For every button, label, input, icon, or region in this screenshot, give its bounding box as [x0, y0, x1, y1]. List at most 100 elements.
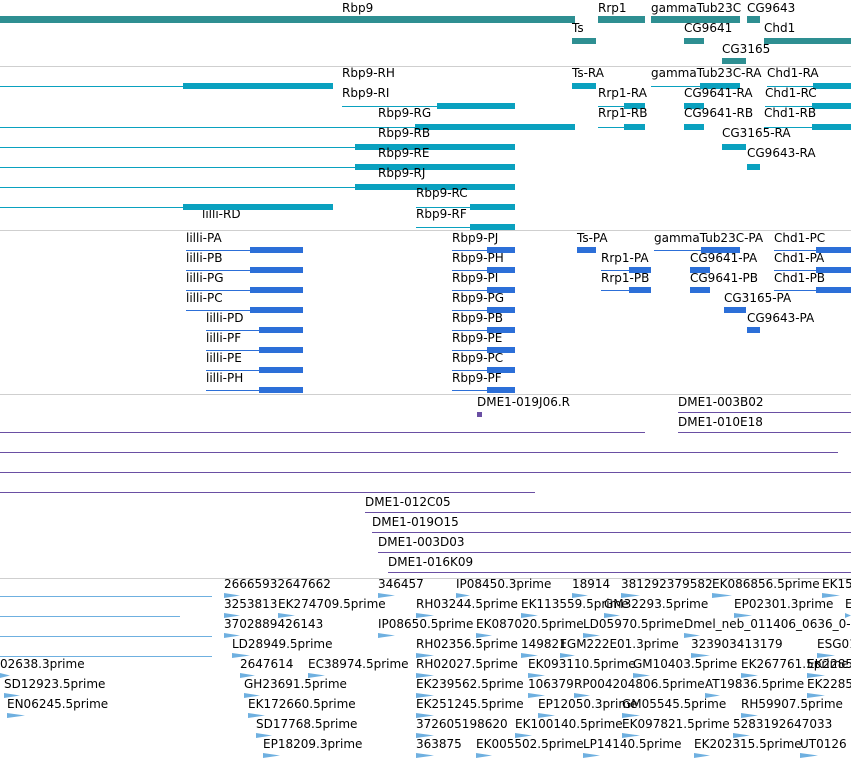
feature-label[interactable]: EK15 [822, 577, 851, 591]
feature-label[interactable]: lilli-PG [186, 271, 224, 285]
feature-label[interactable]: EK267761.5prime [741, 657, 849, 671]
feature-label[interactable]: EK202315.5prime [694, 737, 802, 751]
feature-label[interactable]: GM10403.5prime [633, 657, 738, 671]
feature-label[interactable]: 18914 [572, 577, 611, 591]
feature-label[interactable]: Rrp1-RB [598, 106, 648, 120]
feature-label[interactable]: lilli-RD [202, 207, 241, 221]
feature-label[interactable]: lilli-PA [186, 231, 222, 245]
feature-label[interactable]: 149821 [521, 637, 567, 651]
feature-label[interactable]: 3702889426143 [224, 617, 324, 631]
feature-label[interactable]: 372605198620 [416, 717, 508, 731]
feature-label[interactable]: Rbp9-RF [416, 207, 467, 221]
feature-label[interactable]: GM05545.5prime [622, 697, 727, 711]
feature-label[interactable]: Rbp9-PE [452, 331, 503, 345]
feature-label[interactable]: CG9641-RB [684, 106, 754, 120]
feature-label[interactable]: EK251245.5prime [416, 697, 524, 711]
feature-label[interactable]: RP004204806.5prime [574, 677, 705, 691]
feature-label[interactable]: 3253813 [224, 597, 278, 611]
feature-label[interactable]: CG9643-PA [747, 311, 815, 325]
feature-label[interactable]: E [845, 597, 851, 611]
feature-label[interactable]: Chd1-RC [765, 86, 817, 100]
feature-label[interactable]: EP12050.3prime [538, 697, 638, 711]
feature-label[interactable]: EK100140.5prime [515, 717, 623, 731]
feature-label[interactable]: LD28949.5prime [232, 637, 333, 651]
feature-label[interactable]: 346457 [378, 577, 424, 591]
feature-label[interactable]: 106379 [528, 677, 574, 691]
feature-label[interactable]: Chd1-RB [764, 106, 817, 120]
feature-label[interactable]: lilli-PB [186, 251, 223, 265]
feature-label[interactable]: RH03244.5prime [416, 597, 518, 611]
feature-label[interactable]: EK2285 [807, 657, 851, 671]
feature-label[interactable]: DME1-010E18 [678, 415, 763, 429]
feature-label[interactable]: Rbp9-PB [452, 311, 504, 325]
feature-label[interactable]: UT0126 [800, 737, 847, 751]
feature-label[interactable]: lilli-PC [186, 291, 223, 305]
feature-label[interactable]: EC38974.5prime [308, 657, 409, 671]
feature-label[interactable]: CG9641-PA [690, 251, 758, 265]
feature-label[interactable]: 381292379582 [621, 577, 713, 591]
feature-label[interactable]: Rbp9-PH [452, 251, 504, 265]
feature-label[interactable]: EK2285 [807, 677, 851, 691]
feature-label[interactable]: CG3165-RA [722, 126, 791, 140]
feature-label[interactable]: DME1-016K09 [388, 555, 474, 569]
feature-label[interactable]: Rbp9-PC [452, 351, 504, 365]
feature-label[interactable]: EK274709.5prime [278, 597, 386, 611]
feature-label[interactable]: Chd1-RA [767, 66, 819, 80]
feature-label[interactable]: SD12923.5prime [4, 677, 106, 691]
feature-label[interactable]: Chd1 [764, 21, 796, 35]
feature-label[interactable]: Ts-RA [572, 66, 604, 80]
feature-label[interactable]: Rbp9-PG [452, 291, 505, 305]
feature-label[interactable]: Rbp9-RC [416, 186, 468, 200]
feature-label[interactable]: EK113559.5prime [521, 597, 629, 611]
feature-label[interactable]: Rbp9-RG [378, 106, 432, 120]
feature-label[interactable]: gammaTub23C [651, 1, 742, 15]
feature-label[interactable]: lilli-PE [206, 351, 242, 365]
feature-label[interactable]: DME1-003B02 [678, 395, 764, 409]
feature-label[interactable]: Dmel_neb_011406_0636_0- [684, 617, 851, 631]
feature-label[interactable]: EK172660.5prime [248, 697, 356, 711]
feature-label[interactable]: CG9641 [684, 21, 733, 35]
feature-label[interactable]: Rbp9-PJ [452, 231, 499, 245]
feature-label[interactable]: CG9643-RA [747, 146, 816, 160]
feature-label[interactable]: EK093110.5prime [528, 657, 636, 671]
feature-label[interactable]: Rbp9 [342, 1, 374, 15]
feature-label[interactable]: GH23691.5prime [244, 677, 347, 691]
feature-label[interactable]: Rbp9-RB [378, 126, 431, 140]
feature-label[interactable]: DME1-019J06.R [477, 395, 571, 409]
feature-label[interactable]: CG3165-PA [724, 291, 792, 305]
feature-label[interactable]: EK087020.5prime [476, 617, 584, 631]
feature-label[interactable]: DME1-012C05 [365, 495, 451, 509]
feature-label[interactable]: Chd1-PA [774, 251, 825, 265]
feature-label[interactable]: lilli-PH [206, 371, 244, 385]
feature-label[interactable]: 323903413179 [691, 637, 783, 651]
feature-label[interactable]: IP08650.5prime [378, 617, 474, 631]
feature-label[interactable]: EK086856.5prime [712, 577, 820, 591]
feature-label[interactable]: EK005502.5prime [476, 737, 584, 751]
feature-label[interactable]: GM32293.5prime [604, 597, 709, 611]
feature-label[interactable]: Rrp1-PB [601, 271, 650, 285]
feature-label[interactable]: lilli-PF [206, 331, 242, 345]
feature-label[interactable]: Rbp9-RJ [378, 166, 426, 180]
feature-label[interactable]: lilli-PD [206, 311, 244, 325]
feature-label[interactable]: LP14140.5prime [583, 737, 682, 751]
feature-label[interactable]: Chd1-PB [774, 271, 826, 285]
feature-label[interactable]: CG9643 [747, 1, 796, 15]
feature-label[interactable]: LD05970.5prime [583, 617, 684, 631]
feature-label[interactable]: Rbp9-PI [452, 271, 499, 285]
feature-label[interactable]: Rbp9-RE [378, 146, 430, 160]
feature-label[interactable]: EP18209.3prime [263, 737, 363, 751]
feature-label[interactable]: ESG017d.E [817, 637, 851, 651]
feature-label[interactable]: AT19836.5prime [705, 677, 805, 691]
feature-label[interactable]: DME1-019O15 [372, 515, 459, 529]
feature-label[interactable]: FGM222E01.3prime [560, 637, 679, 651]
feature-label[interactable]: RH59907.5prime [741, 697, 843, 711]
feature-label[interactable]: EK097821.5prime [622, 717, 730, 731]
feature-label[interactable]: 2647614 [240, 657, 294, 671]
feature-label[interactable]: Rrp1-PA [601, 251, 649, 265]
feature-label[interactable]: EP02301.3prime [734, 597, 834, 611]
feature-label[interactable]: CG9641-RA [684, 86, 753, 100]
feature-label[interactable]: IP08450.3prime [456, 577, 552, 591]
feature-label[interactable]: gammaTub23C-RA [651, 66, 762, 80]
feature-label[interactable]: CG9641-PB [690, 271, 759, 285]
feature-label[interactable]: gammaTub23C-PA [654, 231, 764, 245]
